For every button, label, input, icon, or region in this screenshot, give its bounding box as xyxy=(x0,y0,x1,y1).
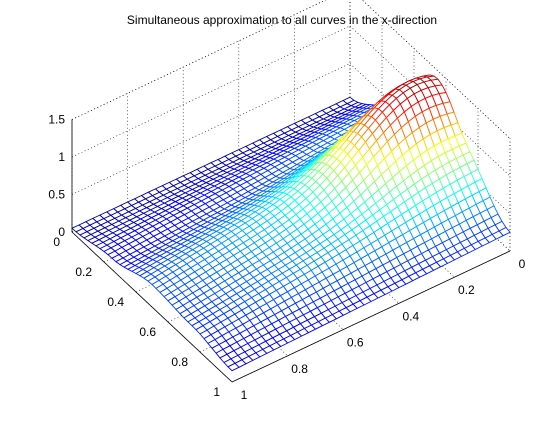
z-grid-line xyxy=(71,25,351,158)
x-tick-label: 0.2 xyxy=(458,283,475,297)
surface-mesh xyxy=(71,74,511,372)
tick-labels: 0 0.5 1 1.5 0 0.2 0.4 0.6 0.8 1 0 0.2 0.4 0.6 0.8 1 xyxy=(48,113,525,403)
x-tick-label: 0.4 xyxy=(402,309,419,323)
mesh-cell xyxy=(227,362,240,372)
z-tick-label: 1 xyxy=(58,150,65,164)
y-tick-label: 1 xyxy=(213,385,220,399)
y-tick-label: 0 xyxy=(53,235,60,249)
y-tick-label: 0.6 xyxy=(139,325,156,339)
y-axis-line xyxy=(71,231,233,383)
x-tick-label: 1 xyxy=(241,388,248,402)
z-tick-label: 0.5 xyxy=(48,188,65,202)
box-edge xyxy=(361,0,511,139)
z-tick-label: 1.5 xyxy=(48,113,65,127)
y-tick-label: 0.8 xyxy=(171,355,188,369)
x-tick-label: 0.6 xyxy=(347,336,364,350)
x-tick-label: 0.8 xyxy=(291,362,308,376)
chart-title: Simultaneous approximation to all curves… xyxy=(127,13,437,27)
y-tick-label: 0.4 xyxy=(107,295,124,309)
z-tick-label: 0 xyxy=(58,225,65,239)
box-edge xyxy=(71,0,327,120)
z-grid-line xyxy=(71,63,351,195)
x-axis-line xyxy=(231,250,511,383)
axes-box xyxy=(71,0,511,383)
x-tick-label: 0 xyxy=(519,257,526,271)
y-tick-label: 0.2 xyxy=(75,265,92,279)
z-grid-line xyxy=(349,25,511,177)
